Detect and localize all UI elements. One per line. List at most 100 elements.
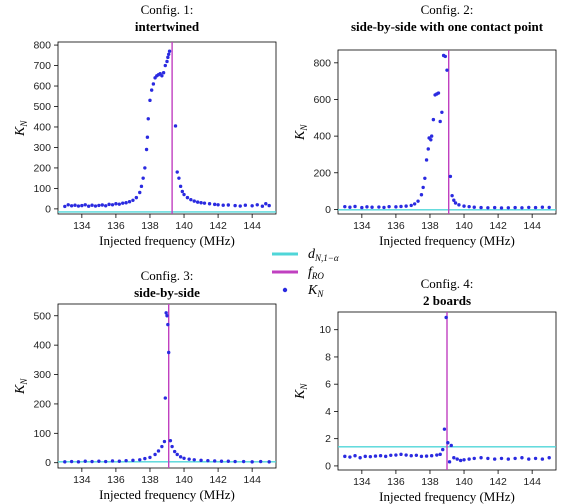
data-point	[162, 439, 167, 444]
legend-item-threshold: dN,1−α	[272, 247, 339, 263]
y-tick-label: 10	[319, 324, 331, 336]
data-point	[93, 204, 98, 208]
y-tick-label: 200	[313, 167, 331, 179]
data-point	[419, 193, 424, 197]
data-point	[457, 203, 461, 207]
chart-title: Config. 1:	[141, 2, 194, 17]
data-point	[226, 203, 231, 207]
data-point	[377, 205, 381, 209]
data-point	[114, 202, 118, 206]
data-point	[492, 457, 497, 461]
x-tick-label: 136	[107, 474, 125, 486]
data-point	[139, 184, 144, 189]
data-point	[442, 427, 447, 431]
data-point	[219, 459, 224, 463]
data-point	[370, 205, 374, 209]
data-point	[185, 195, 190, 200]
data-point	[436, 91, 441, 95]
data-point	[360, 205, 364, 210]
data-point	[260, 204, 265, 208]
data-point	[424, 454, 429, 458]
data-point	[450, 193, 454, 198]
data-point	[69, 204, 74, 208]
legend: dN,1−α fRO KN	[272, 247, 339, 299]
data-point	[452, 456, 456, 460]
data-point	[348, 205, 352, 209]
data-point	[513, 456, 517, 461]
chart-title: Config. 2:	[421, 2, 474, 17]
data-point	[414, 453, 419, 457]
data-point	[527, 205, 531, 210]
data-point	[547, 456, 551, 460]
data-point	[192, 199, 196, 203]
data-point	[148, 98, 152, 103]
data-point	[409, 203, 413, 208]
data-point	[358, 456, 362, 460]
data-point	[167, 52, 171, 56]
y-axis-label: KN	[13, 378, 29, 395]
data-point	[182, 192, 186, 197]
data-point	[389, 453, 393, 457]
data-point	[149, 88, 154, 92]
data-point	[117, 202, 122, 206]
x-axis-label: Injected frequency (MHz)	[99, 233, 235, 248]
data-point	[170, 444, 174, 449]
data-point	[163, 63, 167, 68]
data-point	[527, 457, 531, 461]
y-tick-label: 0	[325, 204, 331, 216]
chart-panel-2: Config. 2: side-by-side with one contact …	[293, 2, 557, 248]
x-tick-label: 144	[243, 220, 261, 232]
data-point	[421, 185, 425, 190]
data-point	[76, 204, 81, 208]
data-point	[161, 71, 166, 75]
data-point	[353, 204, 357, 209]
legend-label: dN,1−α	[308, 247, 339, 263]
x-tick-label: 134	[353, 476, 371, 488]
data-point	[177, 176, 181, 180]
data-point	[431, 117, 436, 122]
legend-swatch	[282, 287, 288, 293]
data-point	[446, 441, 450, 445]
data-point	[506, 457, 511, 461]
x-axis-label: Injected frequency (MHz)	[379, 489, 515, 504]
x-tick-label: 142	[209, 474, 227, 486]
data-point	[202, 201, 207, 205]
y-tick-label: 200	[33, 162, 51, 174]
data-point	[378, 453, 383, 458]
data-point	[156, 449, 161, 453]
data-point	[165, 314, 169, 318]
x-tick-label: 140	[175, 474, 193, 486]
data-point	[221, 203, 225, 207]
data-point	[131, 198, 135, 202]
data-point	[486, 206, 490, 210]
data-point	[458, 458, 463, 463]
data-point	[103, 204, 108, 208]
data-point	[547, 205, 551, 210]
data-point	[160, 444, 164, 449]
data-point	[429, 453, 434, 458]
plot-frame	[57, 41, 277, 215]
data-point	[365, 205, 369, 209]
data-point	[175, 170, 179, 174]
data-point	[131, 458, 135, 463]
y-tick-label: 800	[313, 57, 331, 69]
plot-frame	[57, 303, 277, 469]
data-point	[479, 456, 483, 460]
data-point	[66, 203, 70, 207]
data-point	[343, 204, 347, 209]
data-point	[472, 456, 476, 461]
data-point	[399, 452, 403, 457]
data-point	[264, 202, 268, 206]
data-point	[499, 206, 504, 210]
data-point	[383, 454, 388, 459]
legend-item-fro: fRO	[272, 265, 324, 281]
data-point	[178, 455, 183, 459]
data-point	[429, 134, 434, 138]
data-point	[258, 459, 263, 464]
chart-panel-4: Config. 4: 2 boards 134 136 138 140 142 144 0 2 4 6…	[293, 276, 557, 504]
y-tick-label: 0	[45, 203, 51, 215]
data-point	[175, 452, 179, 457]
data-point	[63, 204, 67, 209]
data-point	[117, 459, 122, 463]
data-point	[97, 203, 101, 208]
